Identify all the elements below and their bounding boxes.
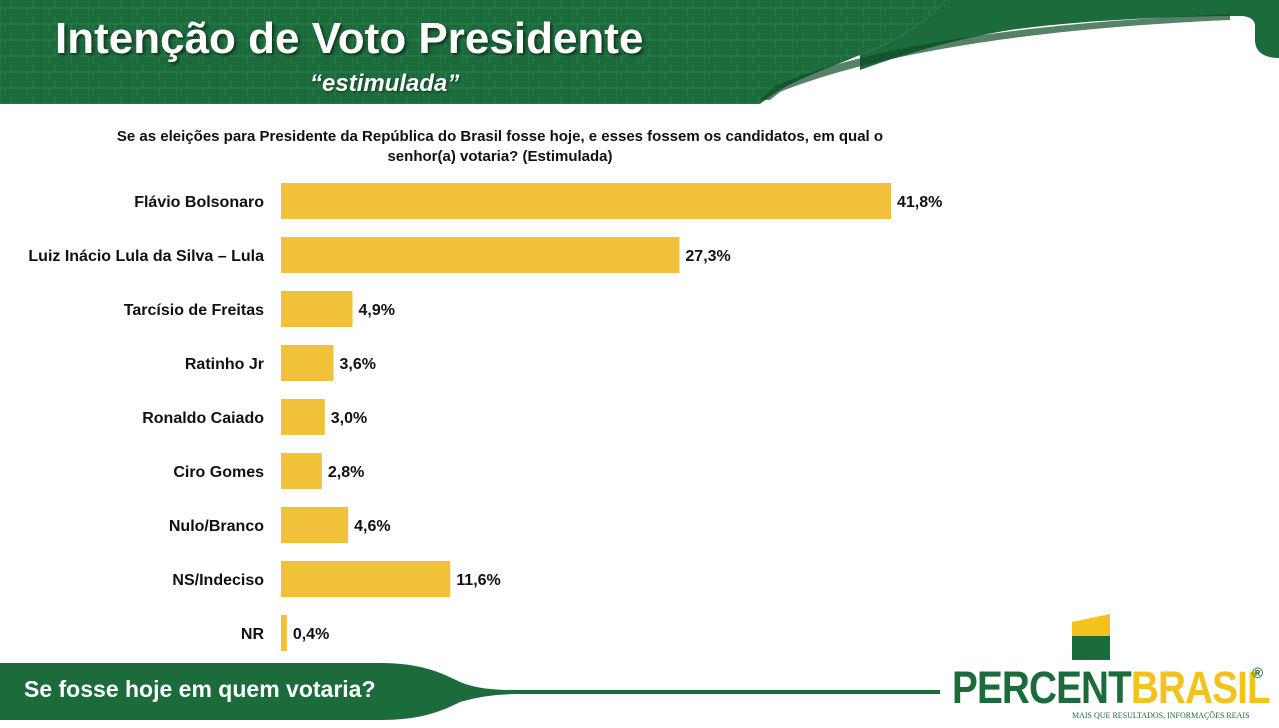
logo-tagline: MAIS QUE RESULTADOS, INFORMAÇÕES REAIS (1072, 711, 1250, 720)
category-label: Ratinho Jr (185, 356, 264, 373)
logo-word-percent: PERCENT (952, 662, 1132, 713)
bar (281, 453, 322, 489)
page-title: Intenção de Voto Presidente (55, 14, 644, 63)
registered-mark: ® (1252, 665, 1264, 682)
bar (281, 561, 451, 597)
category-label: Nulo/Branco (169, 518, 264, 535)
bar (281, 507, 349, 543)
category-label: Ronaldo Caiado (142, 410, 264, 427)
category-label: Tarcísio de Freitas (124, 302, 264, 319)
value-label: 4,9% (359, 302, 395, 319)
bar (281, 615, 287, 651)
logo-wordmark: PERCENTBRASIL (952, 662, 1271, 714)
footer-banner (0, 660, 1279, 723)
bar (281, 399, 325, 435)
bar (281, 237, 680, 273)
footer-text: Se fosse hoje em quem votaria? (24, 676, 376, 702)
percentbrasil-logo: PERCENTBRASIL ® MAIS QUE RESULTADOS, INF… (950, 610, 1271, 723)
header-banner: Intenção de Voto Presidente “estimulada” (0, 0, 1279, 104)
logo-word-brasil: BRASIL (1130, 662, 1271, 713)
value-label: 4,6% (354, 518, 390, 535)
bar (281, 183, 891, 219)
category-label: Flávio Bolsonaro (134, 194, 264, 211)
page-subtitle: “estimulada” (310, 70, 460, 97)
footer-background (0, 663, 940, 720)
header-background (0, 0, 1279, 104)
value-label: 2,8% (328, 464, 364, 481)
bar (281, 291, 353, 327)
category-label: Luiz Inácio Lula da Silva – Lula (28, 248, 264, 265)
category-label: NR (241, 626, 265, 643)
value-label: 41,8% (897, 194, 942, 211)
logo-emblem-icon (1072, 614, 1110, 660)
survey-question: Se as eleições para Presidente da Repúbl… (116, 128, 884, 165)
value-label: 27,3% (685, 248, 730, 265)
value-label: 3,0% (331, 410, 367, 427)
category-label: Ciro Gomes (173, 464, 264, 481)
value-label: 0,4% (293, 626, 329, 643)
bar (281, 345, 334, 381)
value-label: 11,6% (456, 572, 500, 589)
category-label: NS/Indeciso (172, 572, 264, 589)
value-label: 3,6% (340, 356, 376, 373)
